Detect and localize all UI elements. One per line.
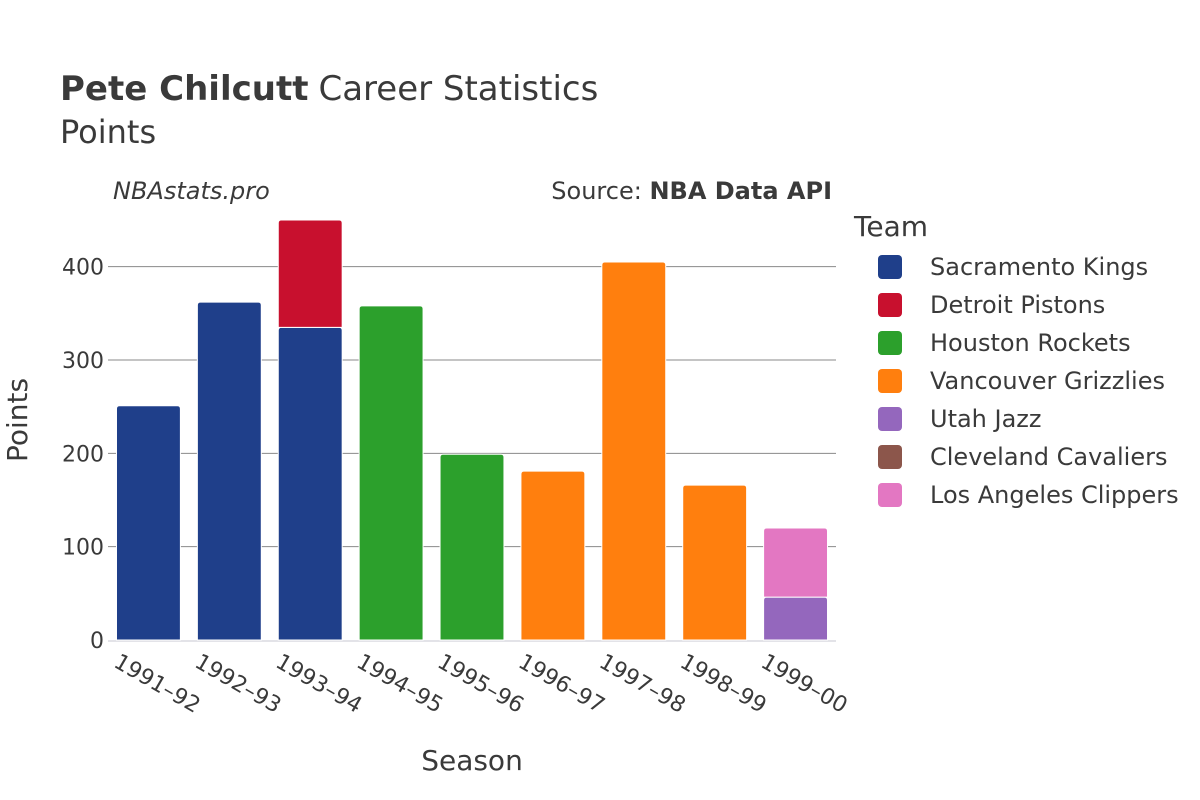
chart-subtitle: Points xyxy=(60,113,156,151)
legend-item-houston-rockets[interactable]: Houston Rockets xyxy=(878,329,1131,357)
y-tick-label: 400 xyxy=(62,256,104,281)
y-axis-ticks: 0 100 200 300 400 xyxy=(62,256,104,654)
legend-label: Houston Rockets xyxy=(930,329,1131,357)
x-tick-label: 1994–95 xyxy=(352,650,447,719)
x-tick-label: 1993–94 xyxy=(271,650,366,719)
x-tick-label: 1995–96 xyxy=(433,650,528,719)
source-name: NBA Data API xyxy=(649,177,832,205)
legend-swatch xyxy=(878,331,902,355)
bars xyxy=(115,219,829,641)
x-tick-label: 1997–98 xyxy=(595,650,690,719)
title-rest: Career Statistics xyxy=(318,69,598,109)
x-tick-label: 1999–00 xyxy=(757,650,852,719)
legend-label: Detroit Pistons xyxy=(930,291,1105,319)
bar-detroit-pistons-1993–94[interactable] xyxy=(277,219,343,328)
x-tick-label: 1991–92 xyxy=(109,650,204,719)
bar-houston-rockets-1994–95[interactable] xyxy=(358,305,424,641)
x-axis-title: Season xyxy=(421,744,523,777)
bar-sacramento-kings-1992–93[interactable] xyxy=(196,301,262,641)
x-axis-ticks: 1991–921992–931993–941994–951995–961996–… xyxy=(109,650,851,719)
legend-item-sacramento-kings[interactable]: Sacramento Kings xyxy=(878,253,1148,281)
legend-swatch xyxy=(878,407,902,431)
legend-label: Cleveland Cavaliers xyxy=(930,443,1167,471)
y-axis-title: Points xyxy=(1,378,34,462)
chart-title: Pete Chilcutt Career Statistics xyxy=(60,69,598,109)
x-tick-label: 1998–99 xyxy=(676,650,771,719)
legend: Team Sacramento Kings Detroit Pistons Hous… xyxy=(853,210,1179,509)
legend-label: Los Angeles Clippers xyxy=(930,481,1179,509)
legend-title: Team xyxy=(853,210,928,243)
legend-swatch xyxy=(878,293,902,317)
legend-swatch xyxy=(878,483,902,507)
x-tick-label: 1992–93 xyxy=(190,650,285,719)
bar-utah-jazz-1999–00[interactable] xyxy=(763,596,829,641)
bar-vancouver-grizzlies-1998–99[interactable] xyxy=(682,484,748,641)
legend-item-cleveland-cavaliers[interactable]: Cleveland Cavaliers xyxy=(878,443,1167,471)
legend-item-detroit-pistons[interactable]: Detroit Pistons xyxy=(878,291,1105,319)
legend-label: Vancouver Grizzlies xyxy=(930,367,1165,395)
bar-vancouver-grizzlies-1997–98[interactable] xyxy=(601,261,667,641)
title-player: Pete Chilcutt xyxy=(60,69,308,109)
y-tick-label: 0 xyxy=(90,629,104,654)
source-prefix: Source: xyxy=(551,177,649,205)
y-tick-label: 200 xyxy=(62,442,104,467)
bar-vancouver-grizzlies-1996–97[interactable] xyxy=(520,470,586,641)
y-tick-label: 300 xyxy=(62,349,104,374)
legend-swatch xyxy=(878,445,902,469)
bar-sacramento-kings-1993–94[interactable] xyxy=(277,326,343,641)
legend-swatch xyxy=(878,369,902,393)
legend-label: Utah Jazz xyxy=(930,405,1042,433)
source-credit: Source: NBA Data API xyxy=(551,177,832,205)
legend-item-los-angeles-clippers[interactable]: Los Angeles Clippers xyxy=(878,481,1179,509)
y-tick-label: 100 xyxy=(62,536,104,561)
x-tick-label: 1996–97 xyxy=(514,650,609,719)
watermark: NBAstats.pro xyxy=(113,177,270,205)
legend-label: Sacramento Kings xyxy=(930,253,1148,281)
legend-item-vancouver-grizzlies[interactable]: Vancouver Grizzlies xyxy=(878,367,1165,395)
bar-los-angeles-clippers-1999–00[interactable] xyxy=(763,527,829,598)
bar-sacramento-kings-1991–92[interactable] xyxy=(115,405,181,641)
legend-swatch xyxy=(878,255,902,279)
bar-houston-rockets-1995–96[interactable] xyxy=(439,453,505,641)
legend-item-utah-jazz[interactable]: Utah Jazz xyxy=(878,405,1042,433)
